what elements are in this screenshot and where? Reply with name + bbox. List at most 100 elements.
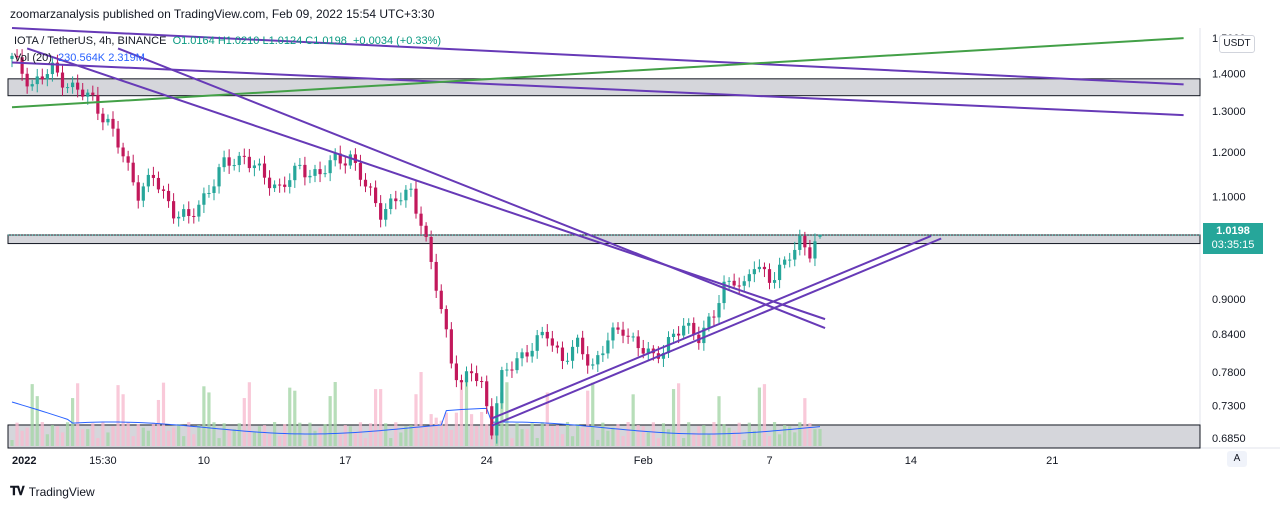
candle-body [540, 331, 544, 336]
candle-body [752, 269, 756, 275]
support-resistance-zone [7, 234, 1201, 245]
volume-bar [762, 384, 767, 446]
candle-body [20, 57, 24, 74]
volume-bar [651, 422, 655, 446]
volume-bar [636, 425, 640, 446]
candle-body [439, 290, 443, 310]
candle-body [86, 92, 90, 97]
candle-body [712, 316, 716, 318]
trendlines-layer[interactable] [11, 27, 1184, 427]
candle-body [515, 358, 519, 371]
volume-bar [257, 426, 262, 446]
volume-bar [606, 430, 610, 446]
volume-bar [449, 429, 453, 446]
candle-body [131, 162, 135, 183]
trendline[interactable] [491, 235, 932, 420]
footer-brand[interactable]: 𝐓𝐕 TradingView [10, 484, 95, 499]
candle-body [141, 186, 145, 201]
auto-scale-button[interactable]: A [1227, 451, 1247, 467]
trendline[interactable] [11, 61, 1184, 117]
candle-body [156, 177, 161, 190]
volume-bar [156, 399, 161, 446]
volume-bar [278, 436, 282, 446]
candle-body [161, 189, 166, 191]
candle-body [71, 82, 75, 88]
candle-body [469, 371, 474, 374]
candle-body [631, 336, 635, 338]
candle-body [687, 322, 691, 326]
trendline[interactable] [26, 47, 826, 321]
symbol-name[interactable]: IOTA / TetherUS, 4h, BINANCE [14, 35, 167, 47]
volume-bar [757, 387, 761, 446]
time-tick-label: 14 [905, 455, 917, 467]
trendline[interactable] [491, 237, 942, 427]
candle-body [358, 162, 363, 180]
volume-bar [182, 436, 186, 446]
volume-bar [530, 423, 534, 446]
volume-values: 230.564K 2.319M [58, 52, 145, 64]
candle-body [560, 347, 565, 361]
trendline[interactable] [11, 27, 1184, 86]
volume-bar [591, 382, 595, 446]
candle-body [707, 316, 711, 328]
candle-body [45, 74, 49, 80]
volume-legend[interactable]: Vol (20) 230.564K 2.319M [14, 52, 145, 64]
volume-bar [783, 425, 787, 446]
volume-bar [318, 427, 322, 446]
volume-bar [793, 432, 797, 446]
candle-body [121, 147, 125, 157]
symbol-legend[interactable]: IOTA / TetherUS, 4h, BINANCE O1.0164 H1.… [14, 35, 441, 47]
volume-bar [444, 412, 448, 446]
volume-bar [697, 426, 701, 446]
candle-body [202, 193, 206, 205]
volume-bar [379, 389, 383, 446]
candle-body [742, 281, 746, 286]
volume-label[interactable]: Vol (20) [14, 52, 52, 64]
volume-bar [166, 430, 171, 446]
volume-bar [35, 396, 39, 446]
volume-bar [778, 434, 782, 446]
candle-body [40, 76, 44, 80]
trendline[interactable] [117, 47, 826, 329]
volume-bar [106, 432, 110, 446]
trendline[interactable] [11, 37, 1184, 109]
candle-body [641, 348, 645, 354]
candle-body [520, 352, 524, 359]
candle-body [212, 186, 216, 193]
candle-body [318, 169, 322, 175]
volume-bar [550, 426, 554, 446]
volume-bar [692, 432, 696, 446]
volume-bar [222, 423, 226, 446]
volume-bar [621, 436, 625, 446]
volume-bar [414, 394, 418, 446]
volume-bar [747, 422, 751, 446]
candle-body [368, 186, 373, 188]
volume-bar [586, 390, 590, 446]
volume-bar [399, 432, 403, 446]
time-tick-label: 7 [766, 455, 772, 467]
candle-body [242, 155, 246, 157]
volume-bar [682, 437, 686, 446]
candle-body [273, 184, 277, 189]
volume-bar [545, 392, 549, 446]
volume-bar [81, 429, 85, 446]
volume-bar [15, 422, 19, 446]
candle-body [757, 266, 761, 270]
candle-body [727, 280, 731, 282]
candle-body [449, 329, 453, 364]
price-tick-label: 0.7300 [1212, 401, 1246, 413]
volume-bar [111, 426, 115, 446]
volume-bar [742, 439, 746, 446]
volume-bar [76, 383, 80, 446]
candle-body [414, 188, 418, 214]
volume-bar [661, 423, 666, 446]
volume-bar [126, 422, 130, 446]
volume-bar [611, 427, 615, 446]
candle-body [772, 280, 777, 283]
candle-body [485, 381, 489, 407]
currency-button[interactable]: USDT [1219, 35, 1255, 53]
candle-body [177, 216, 181, 219]
candle-body [116, 128, 120, 148]
candle-body [379, 203, 383, 220]
